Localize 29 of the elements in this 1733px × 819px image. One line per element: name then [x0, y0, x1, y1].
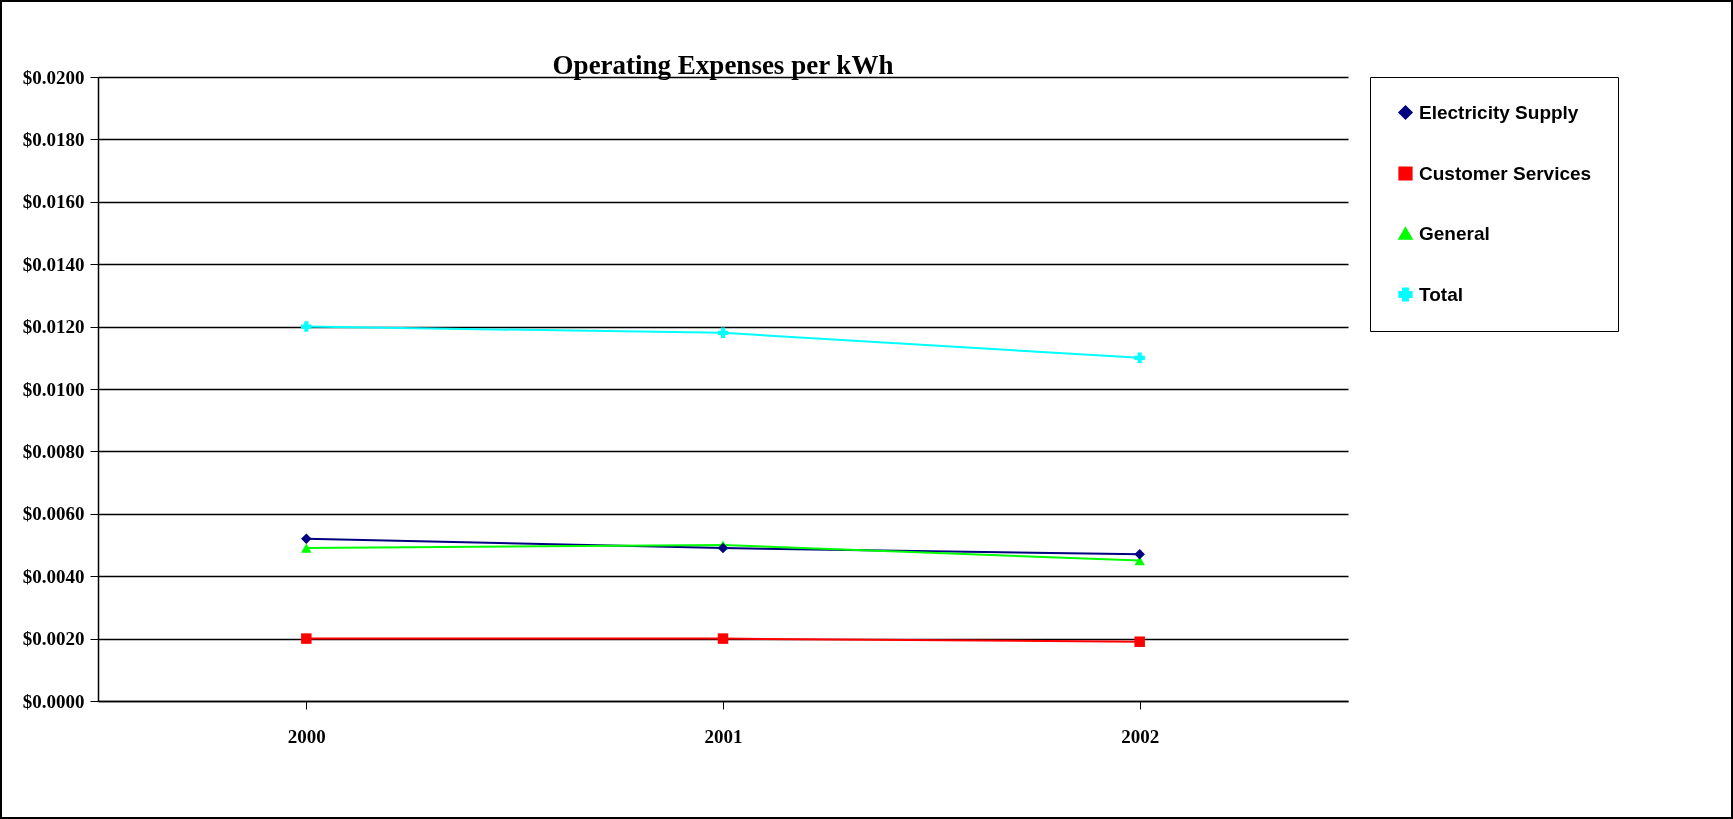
chart-title: Operating Expenses per kWh — [552, 50, 894, 80]
y-tick-label: $0.0100 — [22, 378, 85, 400]
legend-label: General — [1419, 222, 1490, 244]
point — [717, 327, 729, 339]
point — [301, 633, 312, 644]
x-tick-label: 2002 — [1121, 725, 1160, 747]
point — [717, 542, 729, 554]
legend-label: Electricity Supply — [1419, 101, 1579, 123]
y-tick-label: $0.0060 — [22, 503, 85, 525]
y-tick-label: $0.0180 — [22, 128, 85, 150]
y-tick-label: $0.0140 — [22, 253, 85, 275]
x-tick-label: 2000 — [287, 725, 326, 747]
point — [1134, 352, 1145, 364]
y-tick-label: $0.0020 — [22, 628, 85, 650]
y-tick-label: $0.0200 — [22, 66, 85, 88]
y-tick-label: $0.0040 — [22, 565, 85, 587]
point — [301, 321, 312, 332]
legend-label: Customer Services — [1419, 162, 1592, 184]
y-tick-label: $0.0000 — [22, 690, 85, 712]
y-tick-label: $0.0080 — [22, 440, 85, 462]
y-tick-label: $0.0120 — [22, 316, 85, 338]
point — [1134, 636, 1145, 647]
legend-label: Total — [1419, 283, 1463, 305]
point — [717, 633, 729, 644]
x-tick-label: 2001 — [704, 725, 743, 747]
point — [1134, 549, 1145, 560]
point — [301, 533, 312, 544]
y-tick-label: $0.0160 — [22, 191, 85, 213]
point — [301, 543, 312, 553]
